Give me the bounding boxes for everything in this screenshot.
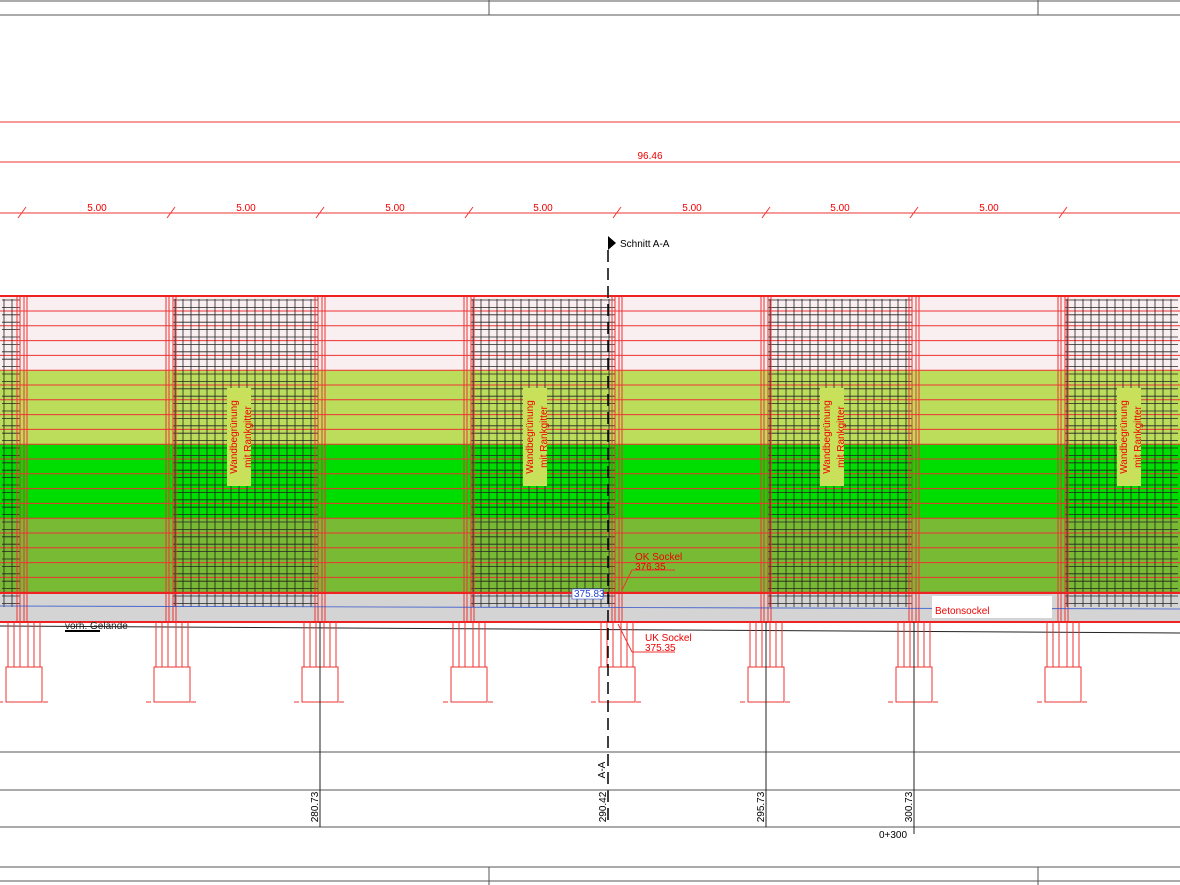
line <box>17 206 27 219</box>
station-label: 295.73 <box>756 791 767 822</box>
uk-sockel-value: 375.35 <box>645 643 676 654</box>
line <box>761 206 771 219</box>
ok-sockel-value: 376.35 <box>635 562 666 573</box>
section-label: A-A <box>597 761 608 778</box>
dim-segment: 5.00 <box>533 203 553 214</box>
dim-segment: 5.00 <box>682 203 702 214</box>
line <box>166 206 176 219</box>
dim-segment: 5.00 <box>830 203 850 214</box>
panel-label-line2: mit Rankgitter <box>539 405 550 467</box>
panel-label-line2: mit Rankgitter <box>243 405 254 467</box>
line <box>612 206 622 219</box>
line <box>909 206 919 219</box>
panel-label-bg <box>820 388 844 486</box>
line <box>617 623 633 653</box>
panel-label-line2: mit Rankgitter <box>836 405 847 467</box>
dim-segment: 5.00 <box>87 203 107 214</box>
dim-total: 96.46 <box>637 151 662 162</box>
panel-label-line1: Wandbegrünung <box>229 400 240 474</box>
panel-label-bg <box>1117 388 1141 486</box>
foundation <box>450 666 488 703</box>
line <box>621 569 633 591</box>
panel-label-line1: Wandbegrünung <box>525 400 536 474</box>
station-label: 280.73 <box>310 791 321 822</box>
section-arrow <box>608 236 616 250</box>
panel-label-line1: Wandbegrünung <box>822 400 833 474</box>
line <box>0 625 1180 634</box>
dim-segment: 5.00 <box>236 203 256 214</box>
foundation <box>5 666 43 703</box>
wall-band <box>0 518 1180 593</box>
wall-band <box>0 370 1180 444</box>
panel-label: Wandbegrünung mit Rankgitter <box>822 400 847 474</box>
level-mark: 375.83 <box>574 589 605 600</box>
dim-segment: 5.00 <box>979 203 999 214</box>
chainage-label: 0+300 <box>879 830 908 841</box>
ok-sockel-label: OK Sockel <box>635 552 682 563</box>
panel-label: Wandbegrünung mit Rankgitter <box>1119 400 1144 474</box>
foundation <box>153 666 191 703</box>
station-label: 290.42 <box>598 791 609 822</box>
panel-label-line2: mit Rankgitter <box>1133 405 1144 467</box>
terrain-label: vorh. Gelände <box>65 621 128 632</box>
panel-label: Wandbegrünung mit Rankgitter <box>525 400 550 474</box>
wall-band <box>0 296 1180 370</box>
dim-segment: 5.00 <box>385 203 405 214</box>
line <box>1058 206 1068 219</box>
betonsockel-label: Betonsockel <box>935 606 989 617</box>
level-box <box>571 588 604 600</box>
panel-label-bg <box>523 388 547 486</box>
betonsockel-bg <box>932 596 1052 618</box>
foundation <box>1044 666 1082 703</box>
section-marker: Schnitt A-A <box>620 239 670 250</box>
panel-label-line1: Wandbegrünung <box>1119 400 1130 474</box>
uk-sockel-label: UK Sockel <box>645 633 692 644</box>
line <box>315 206 325 219</box>
wall-band <box>0 444 1180 518</box>
station-label: 300.73 <box>904 791 915 822</box>
line <box>464 206 474 219</box>
foundation <box>598 666 636 703</box>
panel-label: Wandbegrünung mit Rankgitter <box>229 400 254 474</box>
panel-label-bg <box>227 388 251 486</box>
